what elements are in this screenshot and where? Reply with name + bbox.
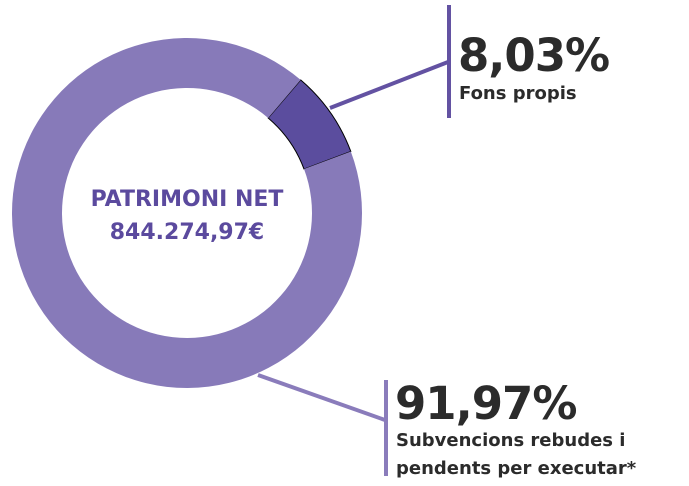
- value-label: 91,97%: [395, 377, 577, 430]
- value-label: 8,03%: [458, 29, 610, 82]
- center-value: 844.274,97€: [109, 220, 265, 245]
- category-label: Fons propis: [459, 83, 577, 104]
- leader-line: [257, 373, 386, 422]
- center-title: PATRIMONI NET: [90, 187, 284, 212]
- leader-line: [329, 60, 449, 110]
- category-label: Subvencions rebudes i pendents per execu…: [396, 430, 637, 479]
